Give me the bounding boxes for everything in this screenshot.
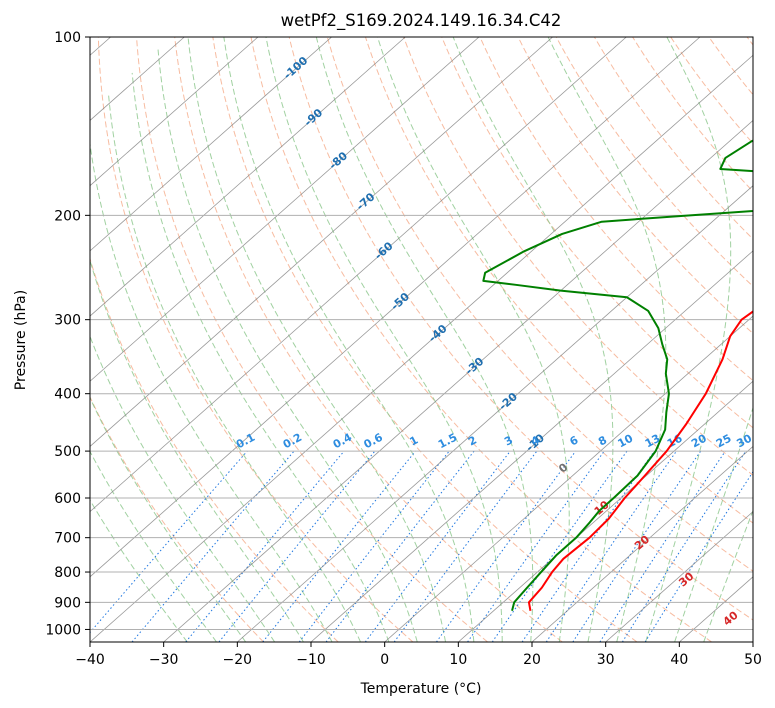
x-tick-label: −30 <box>149 652 179 668</box>
x-tick-label: 20 <box>523 652 541 668</box>
x-axis-title: Temperature (°C) <box>360 681 482 697</box>
isotherm-line <box>90 37 553 447</box>
y-tick-label: 100 <box>54 30 81 46</box>
mixing-ratio-line <box>298 450 450 642</box>
isotherm-line <box>90 37 259 187</box>
dry-adiabat-line <box>97 37 414 642</box>
y-tick-label: 600 <box>54 491 81 507</box>
dry-adiabat-line <box>364 37 753 524</box>
plot-area: -100-90-80-70-60-50-40-30-20-10 0.1 0.2 0.… <box>90 37 754 642</box>
moist-adiabat-line <box>674 406 753 642</box>
moist-adiabat-line <box>157 49 418 642</box>
y-tick-label: 900 <box>54 595 81 611</box>
mixing-ratio-line <box>621 450 747 642</box>
mixing-ratio-line <box>218 450 376 642</box>
moist-adiabat-line <box>377 37 570 642</box>
y-tick-label: 1000 <box>45 622 81 638</box>
mixing-ratio-line <box>131 450 295 642</box>
mixing-ratio-label: 25 <box>714 432 734 451</box>
moist-adiabat-line <box>90 450 217 642</box>
moist-adiabat-line <box>131 72 390 642</box>
isotherm-line <box>90 37 701 578</box>
sounding-series <box>482 139 753 612</box>
isotherm-line <box>605 511 753 642</box>
moist-adiabat-line <box>547 37 667 642</box>
isotherm-line <box>163 119 753 642</box>
isotherm-line <box>90 37 627 513</box>
y-tick-label: 500 <box>54 444 81 460</box>
chart-title: wetPf2_S169.2024.149.16.34.C42 <box>281 11 562 31</box>
dry-adiabat-line <box>90 257 339 642</box>
mixing-ratio-line <box>262 450 416 642</box>
moist-adiabat-line <box>90 499 188 642</box>
mixing-ratio-line <box>491 450 628 642</box>
dewpoint-profile <box>482 139 753 612</box>
y-axis-title: Pressure (hPa) <box>13 290 29 390</box>
dry-adiabat-line <box>479 37 753 382</box>
isotherm-line <box>310 250 753 642</box>
mixing-ratio-lines <box>90 450 753 642</box>
y-tick-label: 700 <box>54 531 81 547</box>
moist-adiabat-line <box>645 37 732 642</box>
dry-adiabat-line <box>517 37 753 335</box>
temperature-profile <box>527 310 753 611</box>
isotherm-line <box>90 37 332 252</box>
isotherm-line <box>384 315 753 642</box>
moist-adiabat-line <box>90 140 333 642</box>
moist-adiabat-line <box>265 37 503 642</box>
isotherm-line <box>90 37 406 317</box>
mixing-ratio-line <box>325 450 475 642</box>
isotherm-line <box>531 445 753 642</box>
mixing-ratio-line <box>644 470 753 642</box>
x-tick-label: −40 <box>75 652 105 668</box>
x-axis: −40 −30 −20 −10 0 10 20 30 40 50 <box>75 642 762 668</box>
mixing-ratio-line <box>185 450 345 642</box>
x-tick-label: 0 <box>380 652 389 668</box>
dry-adiabats <box>90 37 753 642</box>
pressure-gridlines <box>90 37 753 630</box>
x-tick-label: 30 <box>597 652 615 668</box>
x-tick-label: 10 <box>449 652 467 668</box>
x-tick-label: 50 <box>744 652 762 668</box>
isotherm-line <box>237 185 753 642</box>
x-tick-label: −10 <box>296 652 326 668</box>
mixing-ratio-line <box>521 450 655 642</box>
moist-adiabat-line <box>315 37 534 642</box>
mixing-ratio-line <box>545 450 677 642</box>
isotherm-line <box>90 37 480 382</box>
mixing-ratio-line <box>467 450 605 642</box>
y-tick-label: 800 <box>54 565 81 581</box>
dry-adiabat-line <box>288 37 753 621</box>
isotherm-line <box>90 54 753 642</box>
y-tick-label: 200 <box>54 208 81 224</box>
dry-adiabat-line <box>250 37 712 642</box>
dry-adiabat-line <box>326 37 753 572</box>
mixing-ratio-label: 30 <box>734 432 754 451</box>
isotherms <box>90 37 753 642</box>
mixing-ratio-label: 20 <box>689 432 709 451</box>
y-axis: 100 200 300 400 500 600 700 800 900 1000 <box>45 30 90 638</box>
y-tick-label: 300 <box>54 313 81 329</box>
mixing-ratio-line <box>436 450 577 642</box>
dry-adiabat-line <box>441 37 753 429</box>
dry-adiabat-line <box>632 37 753 193</box>
dry-adiabat-line <box>174 37 563 642</box>
moist-adiabat-line <box>108 94 362 642</box>
x-tick-label: −20 <box>223 652 253 668</box>
plot-frame <box>89 36 754 643</box>
moist-adiabat-line <box>452 37 614 642</box>
dry-adiabat-line <box>136 37 488 642</box>
moist-adiabat-line <box>187 37 447 642</box>
y-tick-label: 400 <box>54 387 81 403</box>
x-tick-label: 40 <box>670 652 688 668</box>
moist-adiabat-line <box>90 396 247 642</box>
dry-adiabat-line <box>670 37 753 145</box>
moist-adiabats <box>90 37 753 642</box>
mixing-ratio-label: 10 <box>616 432 636 451</box>
